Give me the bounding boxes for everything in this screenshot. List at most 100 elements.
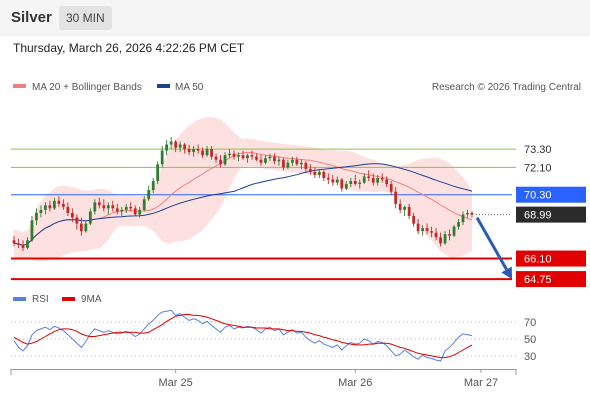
candle-body bbox=[264, 158, 267, 163]
candle bbox=[178, 141, 182, 153]
candle bbox=[39, 205, 43, 218]
candle-body bbox=[53, 200, 56, 209]
candle-body bbox=[277, 159, 281, 162]
candle bbox=[35, 208, 38, 226]
candle-body bbox=[201, 150, 204, 156]
candle-body bbox=[295, 159, 299, 165]
candle-body bbox=[169, 141, 173, 145]
candle-body bbox=[232, 153, 236, 157]
candle-body bbox=[430, 231, 433, 233]
candle-body bbox=[17, 243, 20, 245]
candle bbox=[228, 149, 231, 159]
candle bbox=[192, 146, 195, 157]
candle-body bbox=[44, 205, 47, 210]
candle bbox=[62, 199, 65, 210]
candle-body bbox=[299, 162, 303, 165]
candle bbox=[138, 206, 142, 218]
candle bbox=[443, 231, 447, 245]
candle bbox=[30, 215, 34, 242]
candle-body bbox=[79, 223, 83, 232]
candle bbox=[93, 199, 97, 215]
candle bbox=[308, 164, 312, 175]
candle bbox=[75, 214, 79, 230]
candle bbox=[268, 153, 272, 162]
candle bbox=[21, 240, 25, 251]
candle-body bbox=[93, 202, 97, 212]
candle-body bbox=[115, 208, 119, 212]
last-label: 68.99 bbox=[524, 210, 552, 222]
candle-body bbox=[237, 155, 240, 157]
rsi-ma-line bbox=[13, 314, 473, 359]
candle-body bbox=[111, 205, 115, 209]
candle-body bbox=[385, 179, 389, 185]
candle-body bbox=[178, 144, 182, 148]
candle bbox=[304, 161, 308, 172]
level-labels: 73.30 72.10 70.30 68.99 66.10 64.75 bbox=[516, 144, 586, 288]
candle-body bbox=[192, 149, 195, 153]
candle bbox=[151, 177, 155, 194]
candle-body bbox=[461, 214, 465, 223]
interval-button[interactable]: 30 MIN bbox=[59, 6, 112, 30]
candle bbox=[183, 143, 187, 154]
candle-body bbox=[165, 144, 169, 151]
candle bbox=[44, 202, 47, 215]
candle-body bbox=[151, 181, 155, 191]
candle-body bbox=[403, 206, 407, 210]
candle-body bbox=[250, 155, 254, 157]
candle bbox=[97, 197, 101, 209]
candle bbox=[282, 158, 285, 171]
candle-body bbox=[380, 178, 384, 180]
candle bbox=[457, 219, 460, 230]
candle-body bbox=[286, 162, 290, 168]
ma50-legend-label: MA 50 bbox=[175, 82, 204, 93]
candle-body bbox=[313, 171, 317, 175]
candle-body bbox=[138, 209, 142, 215]
candle-body bbox=[443, 234, 447, 244]
candle bbox=[237, 152, 240, 162]
candle-body bbox=[228, 153, 231, 156]
candle bbox=[376, 174, 380, 186]
candle bbox=[326, 173, 330, 185]
candle bbox=[147, 185, 151, 201]
candle bbox=[470, 211, 474, 218]
candle bbox=[385, 176, 389, 188]
candle bbox=[48, 200, 52, 212]
forecast-arrow-head bbox=[501, 266, 512, 280]
candle-body bbox=[66, 206, 70, 213]
candle-body bbox=[412, 216, 416, 224]
candle bbox=[214, 153, 218, 163]
x-axis: Mar 25 Mar 26 Mar 27 bbox=[10, 369, 517, 389]
rsi-level-label: 30 bbox=[524, 351, 536, 363]
candle-body bbox=[371, 178, 375, 183]
candle bbox=[201, 147, 204, 159]
candle-body bbox=[210, 149, 213, 157]
candle-body bbox=[39, 209, 43, 213]
candle bbox=[187, 144, 191, 156]
level-label-box bbox=[516, 250, 586, 267]
chart-legend: MA 20 + Bollinger Bands MA 50 Research ©… bbox=[13, 82, 581, 93]
candle-body bbox=[282, 159, 285, 168]
x-axis-label: Mar 27 bbox=[464, 377, 498, 389]
candle-body bbox=[30, 220, 34, 241]
candle bbox=[331, 174, 335, 186]
candle bbox=[133, 205, 137, 216]
candle bbox=[210, 146, 213, 160]
candle bbox=[223, 152, 227, 166]
candle bbox=[448, 229, 451, 241]
candle bbox=[398, 199, 402, 213]
candle bbox=[416, 219, 420, 235]
candle-body bbox=[97, 202, 101, 206]
candle bbox=[286, 159, 290, 169]
candle-body bbox=[466, 212, 469, 215]
candle-body bbox=[398, 203, 402, 210]
candle-body bbox=[268, 156, 272, 159]
candle-body bbox=[102, 205, 106, 209]
candle bbox=[142, 196, 146, 212]
candle bbox=[165, 139, 169, 156]
candle-body bbox=[223, 155, 227, 165]
candle-body bbox=[358, 182, 362, 184]
candle bbox=[367, 170, 371, 182]
candle-body bbox=[35, 212, 38, 221]
rsi-ma-legend-swatch bbox=[62, 297, 75, 301]
